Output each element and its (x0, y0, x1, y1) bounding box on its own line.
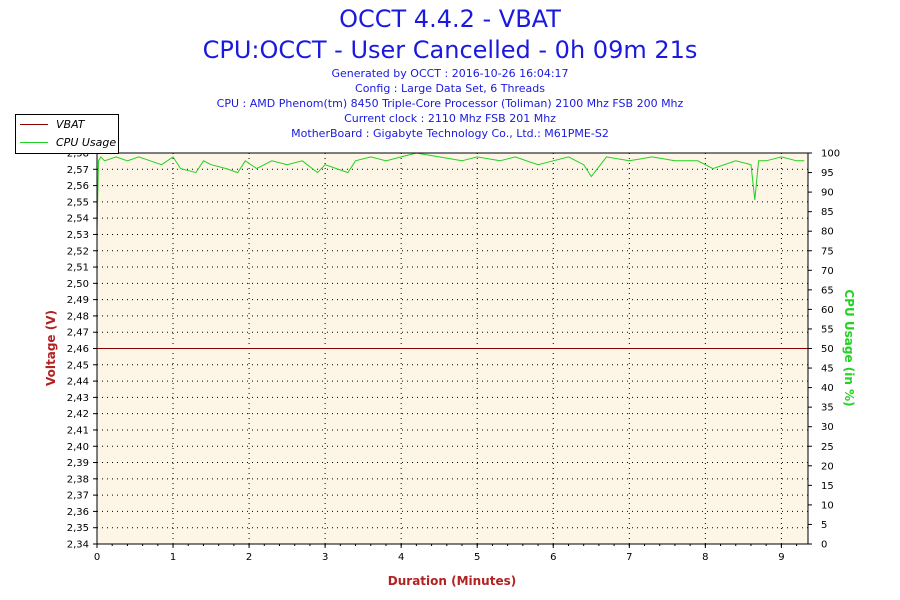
y-right-tick-label: 85 (821, 207, 834, 218)
y-right-tick-label: 30 (821, 422, 834, 433)
y-left-tick-label: 2,51 (67, 263, 89, 274)
y-left-tick-label: 2,44 (67, 377, 89, 388)
y-left-tick-label: 2,57 (67, 165, 89, 176)
y-left-tick-label: 2,53 (67, 230, 89, 241)
y-left-tick-label: 2,35 (67, 523, 89, 534)
y-left-tick-label: 2,39 (67, 458, 89, 469)
y-right-tick-label: 45 (821, 364, 834, 375)
info-generated: Generated by OCCT : 2016-10-26 16:04:17 (331, 67, 569, 80)
y-right-tick-label: 95 (821, 168, 834, 179)
y-right-tick-label: 55 (821, 324, 834, 335)
y-right-tick-label: 15 (821, 481, 834, 492)
y-right-tick-label: 75 (821, 246, 834, 257)
legend-swatch-vbat (20, 123, 48, 125)
y-left-tick-label: 2,34 (67, 540, 89, 551)
x-tick-label: 4 (398, 552, 404, 563)
info-config: Config : Large Data Set, 6 Threads (355, 82, 545, 95)
x-tick-label: 8 (702, 552, 708, 563)
info-motherboard: MotherBoard : Gigabyte Technology Co., L… (291, 127, 609, 140)
x-tick-label: 3 (322, 552, 328, 563)
y-right-tick-label: 5 (821, 520, 827, 531)
x-tick-label: 1 (170, 552, 176, 563)
legend-swatch-cpu-usage (20, 141, 48, 143)
y-left-tick-label: 2,42 (67, 409, 89, 420)
y-axis-right-title: CPU Usage (in %) (842, 289, 856, 406)
x-tick-label: 0 (94, 552, 100, 563)
series-group (96, 152, 808, 349)
y-left-tick-label: 2,37 (67, 491, 89, 502)
y-left-tick-label: 2,45 (67, 360, 89, 371)
info-clock: Current clock : 2110 Mhz FSB 201 Mhz (344, 112, 556, 125)
y-left-tick-label: 2,49 (67, 295, 89, 306)
y-left-tick-label: 2,46 (67, 344, 89, 355)
y-right-tick-label: 40 (821, 383, 834, 394)
x-axis-title: Duration (Minutes) (388, 574, 516, 588)
y-left-tick-label: 2,41 (67, 425, 89, 436)
legend-label-vbat: VBAT (56, 117, 85, 131)
y-right-tick-label: 50 (821, 344, 834, 355)
y-left-tick-label: 2,40 (67, 442, 89, 453)
x-tick-label: 9 (778, 552, 784, 563)
y-right-tick-label: 65 (821, 285, 834, 296)
info-cpu: CPU : AMD Phenom(tm) 8450 Triple-Core Pr… (216, 97, 684, 110)
legend-item-vbat: VBAT (20, 116, 85, 132)
legend-item-cpu-usage: CPU Usage (20, 134, 116, 150)
legend: VBAT CPU Usage (15, 114, 119, 154)
y-right-tick-label: 0 (821, 540, 827, 551)
series-line-cpu-usage (96, 152, 805, 232)
x-tick-label: 5 (474, 552, 480, 563)
y-axis-left-title: Voltage (V) (44, 310, 58, 386)
y-left-tick-label: 2,36 (67, 507, 89, 518)
y-right-tick-label: 25 (821, 442, 834, 453)
chart-subtitle: CPU:OCCT - User Cancelled - 0h 09m 21s (202, 36, 698, 64)
y-right-tick-label: 90 (821, 188, 834, 199)
y-left-tick-label: 2,43 (67, 393, 89, 404)
chart-title: OCCT 4.4.2 - VBAT (339, 5, 561, 33)
x-axis-ticks: 0 1 2 3 4 5 6 7 8 9 (94, 544, 798, 563)
y-left-tick-label: 2,38 (67, 474, 89, 485)
x-tick-label: 7 (626, 552, 632, 563)
y-left-tick-label: 2,56 (67, 181, 89, 192)
y-right-tick-label: 100 (821, 149, 840, 160)
y-left-tick-label: 2,50 (67, 279, 89, 290)
y-right-tick-label: 10 (821, 500, 834, 511)
chart-header: OCCT 4.4.2 - VBAT CPU:OCCT - User Cancel… (0, 4, 900, 141)
y-left-tick-label: 2,55 (67, 197, 89, 208)
y-left-tick-label: 2,52 (67, 246, 89, 257)
y-left-tick-label: 2,47 (67, 328, 89, 339)
x-tick-label: 2 (246, 552, 252, 563)
left-axis-ticks: 2,34 2,35 2,36 2,37 2,38 2,39 2,40 2,41 2,42 2,43… (67, 149, 97, 551)
y-left-tick-label: 2,58 (67, 149, 89, 160)
y-right-tick-label: 70 (821, 266, 834, 277)
y-right-tick-label: 80 (821, 227, 834, 238)
y-left-tick-label: 2,48 (67, 311, 89, 322)
y-right-tick-label: 20 (821, 461, 834, 472)
legend-label-cpu-usage: CPU Usage (56, 135, 117, 149)
y-left-tick-label: 2,54 (67, 214, 89, 225)
plot-frame (96, 152, 809, 545)
x-tick-label: 6 (550, 552, 556, 563)
right-axis-ticks: 0 5 10 15 20 25 30 35 40 45 50 55 60 65 70 75 80 85 90 95 10… (808, 149, 840, 551)
y-right-tick-label: 35 (821, 403, 834, 414)
y-right-tick-label: 60 (821, 305, 834, 316)
